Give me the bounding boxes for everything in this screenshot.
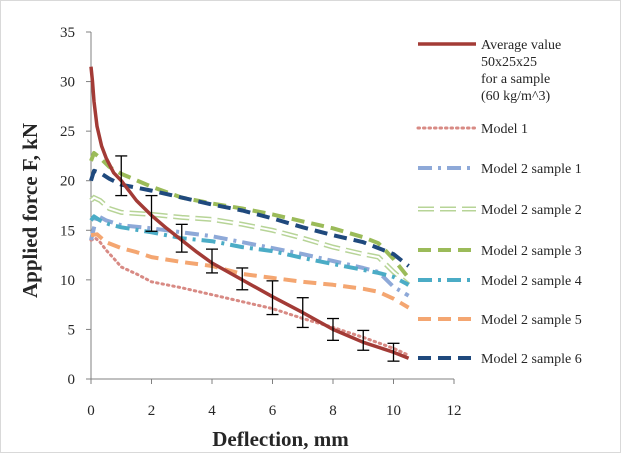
axes: 0 5 10 15 20 25 30 35 0 2 4 6 8 10 12 (60, 25, 462, 419)
y-tick-label: 0 (68, 372, 76, 388)
legend-item-6: Model 2 sample 5 (418, 313, 582, 328)
y-tick-label: 35 (60, 25, 75, 41)
series-1 (89, 236, 411, 357)
legend-item-5: Model 2 sample 4 (418, 274, 582, 289)
x-tick-label: 0 (87, 403, 95, 419)
legend-item-2: Model 2 sample 1 (418, 162, 582, 177)
legend-item-7: Model 2 sample 6 (418, 352, 582, 367)
y-tick-label: 30 (60, 75, 75, 91)
series-line-inner-3 (90, 196, 410, 286)
y-tick-label: 20 (60, 174, 75, 190)
x-tick-label: 12 (447, 403, 462, 419)
y-axis-title: Applied force F, kN (18, 123, 42, 298)
series-line-7 (89, 168, 410, 268)
x-tick-label: 10 (386, 403, 401, 419)
legend-label: Model 2 sample 3 (481, 244, 582, 259)
legend-item-0: Average value 50x25x25 for a sample (60 kg/… (418, 38, 561, 104)
error-bar (206, 248, 218, 274)
series-line-4 (89, 151, 411, 280)
series-line-1 (89, 236, 411, 357)
legend-label: Model 2 sample 6 (481, 352, 582, 367)
legend-label: Model 2 sample 1 (481, 162, 582, 177)
legend-label: Model 2 sample 5 (481, 313, 582, 328)
y-tick-label: 15 (60, 223, 75, 239)
legend-label: Model 2 sample 4 (481, 274, 582, 289)
error-bar (266, 280, 279, 316)
x-tick-label: 8 (329, 403, 337, 419)
legend-item-3: Model 2 sample 2 (418, 203, 582, 218)
x-tick-label: 2 (148, 403, 156, 419)
legend-label: Model 1 (481, 122, 528, 137)
error-bar (145, 194, 158, 232)
y-tick-label: 5 (68, 322, 76, 338)
error-bar (236, 267, 249, 291)
x-axis-title: Deflection, mm (212, 427, 349, 451)
legend-label: Model 2 sample 2 (481, 203, 582, 218)
series-line-2 (89, 213, 410, 298)
error-bar (296, 297, 309, 329)
error-bar (327, 317, 339, 341)
error-bars (115, 155, 400, 362)
legend-item-4: Model 2 sample 3 (418, 244, 582, 259)
series-4 (89, 151, 411, 280)
error-bar (357, 329, 370, 351)
series-3 (89, 194, 411, 287)
series-2 (89, 213, 410, 298)
x-tick-label: 6 (269, 403, 277, 419)
error-bar (175, 223, 188, 253)
legend-label: for a sample (481, 72, 550, 87)
series-7 (89, 168, 410, 268)
legend: Average value 50x25x25 for a sample (60 kg/… (416, 38, 582, 367)
x-tick-label: 4 (208, 403, 216, 419)
legend-label: (60 kg/m^3) (481, 89, 551, 104)
legend-label: 50x25x25 (481, 55, 537, 70)
series-line-0 (89, 66, 410, 360)
y-tick-label: 10 (60, 273, 75, 289)
error-bar (115, 155, 128, 197)
legend-label: Average value (481, 38, 561, 53)
legend-item-1: Model 1 (416, 122, 528, 137)
series-0 (89, 66, 410, 360)
error-bar (387, 342, 400, 362)
y-tick-label: 25 (60, 124, 75, 140)
series-layer (89, 66, 411, 360)
